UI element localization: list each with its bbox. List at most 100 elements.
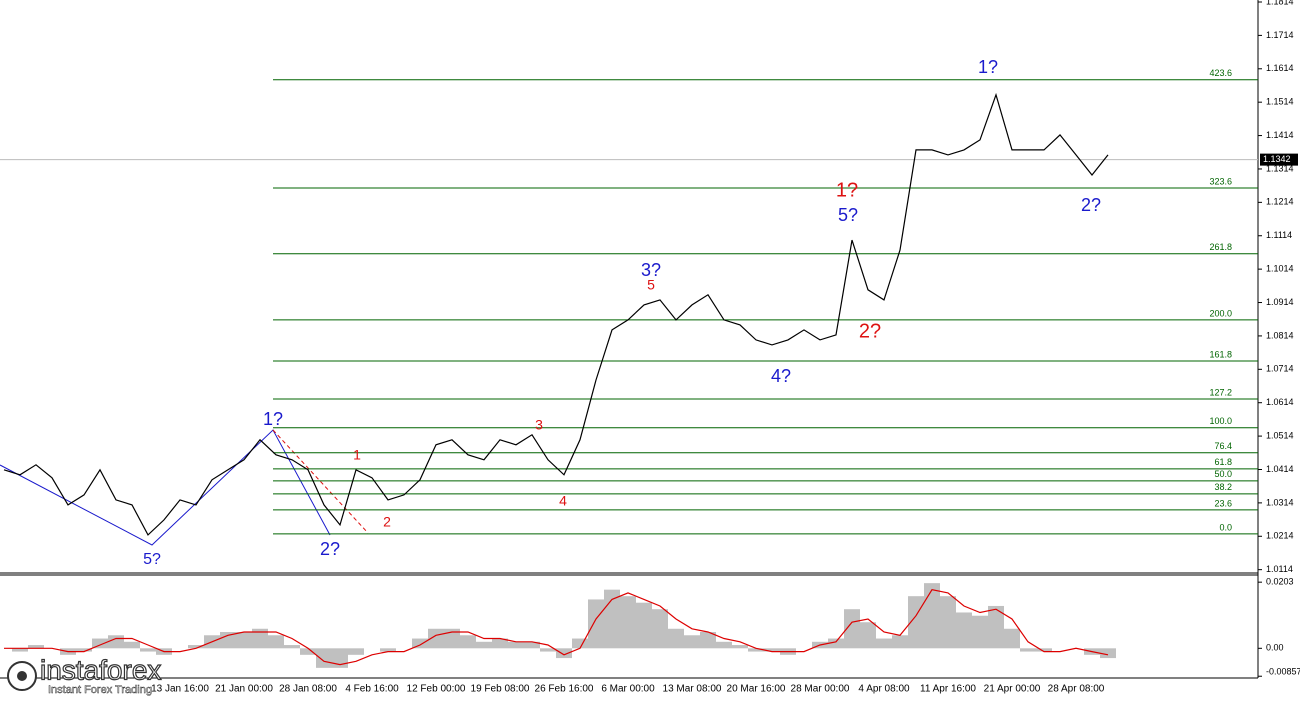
- indicator-y-tick-label: -0.00857: [1266, 666, 1300, 676]
- fib-label: 38.2: [1214, 482, 1232, 492]
- brand-logo: instaforex Instant Forex Trading: [7, 654, 162, 696]
- indicator-bar: [1020, 648, 1036, 652]
- fib-label: 161.8: [1209, 349, 1232, 359]
- indicator-bar: [668, 628, 684, 649]
- indicator-bar: [76, 648, 92, 652]
- indicator-bar: [124, 641, 140, 649]
- wave-label: 4: [559, 493, 567, 509]
- y-tick-label: 1.1714: [1266, 30, 1294, 40]
- indicator-bar: [972, 615, 988, 649]
- wave-label: 2?: [859, 320, 881, 342]
- indicator-bar: [636, 602, 652, 649]
- indicator-bar: [284, 645, 300, 649]
- indicator-bar: [764, 648, 780, 652]
- indicator-bar: [620, 596, 636, 649]
- x-tick-label: 28 Mar 00:00: [791, 684, 850, 695]
- indicator-bar: [220, 632, 236, 649]
- indicator-bar: [860, 622, 876, 649]
- y-tick-label: 1.1514: [1266, 97, 1294, 107]
- wave-label: 2: [383, 514, 391, 530]
- indicator-bar: [460, 635, 476, 649]
- fib-label: 50.0: [1214, 469, 1232, 479]
- indicator-bar: [348, 648, 364, 655]
- indicator-bar: [924, 583, 940, 649]
- y-tick-label: 1.1814: [1266, 0, 1294, 6]
- x-tick-label: 28 Jan 08:00: [279, 684, 337, 695]
- indicator-bar: [876, 638, 892, 649]
- indicator-bar: [188, 645, 204, 649]
- current-price-box: [1260, 153, 1298, 166]
- indicator-bar: [28, 645, 44, 649]
- indicator-bar: [988, 605, 1004, 649]
- wave-label: 5: [647, 277, 655, 293]
- y-tick-label: 1.1314: [1266, 163, 1294, 173]
- wave-label: 1?: [978, 57, 998, 77]
- indicator-bar: [588, 599, 604, 649]
- current-price-label: 1.1342: [1263, 154, 1291, 164]
- y-tick-label: 1.0814: [1266, 330, 1294, 340]
- y-tick-label: 1.0914: [1266, 297, 1294, 307]
- y-tick-label: 1.0314: [1266, 497, 1294, 507]
- signal-line: [4, 589, 1109, 666]
- x-tick-label: 21 Jan 00:00: [215, 684, 273, 695]
- price-line: [3, 92, 1109, 536]
- indicator-bar: [508, 641, 524, 649]
- indicator-bar: [252, 628, 268, 649]
- x-tick-label: 13 Jan 16:00: [151, 684, 209, 695]
- indicator-bar: [1036, 648, 1052, 652]
- wave-label: 4?: [771, 366, 791, 386]
- y-tick-label: 1.1614: [1266, 63, 1294, 73]
- wave-label: 1?: [263, 409, 283, 429]
- x-tick-label: 13 Mar 08:00: [663, 684, 722, 695]
- indicator-bar: [380, 648, 396, 652]
- y-tick-label: 1.1214: [1266, 197, 1294, 207]
- y-tick-label: 1.0514: [1266, 430, 1294, 440]
- wave-line: [272, 429, 369, 534]
- wave-label: 3?: [641, 260, 661, 280]
- indicator-bar: [1100, 648, 1116, 659]
- indicator-bar: [956, 612, 972, 649]
- indicator-bar: [412, 638, 428, 649]
- indicator-y-tick-label: 0.00: [1266, 643, 1284, 653]
- brand-tagline: Instant Forex Trading: [48, 684, 152, 696]
- y-tick-label: 1.0714: [1266, 364, 1294, 374]
- y-tick-label: 1.0414: [1266, 464, 1294, 474]
- indicator-bar: [748, 648, 764, 652]
- indicator-bar: [844, 609, 860, 649]
- wave-line: [0, 429, 331, 546]
- x-tick-label: 21 Apr 00:00: [984, 684, 1041, 695]
- y-tick-label: 1.0214: [1266, 531, 1294, 541]
- fib-label: 23.6: [1214, 498, 1232, 508]
- x-tick-label: 26 Feb 16:00: [535, 684, 594, 695]
- x-tick-label: 11 Apr 16:00: [920, 684, 976, 695]
- y-tick-label: 1.0614: [1266, 397, 1294, 407]
- fib-label: 200.0: [1209, 308, 1232, 318]
- wave-label: 5?: [143, 551, 161, 568]
- fib-label: 61.8: [1214, 457, 1232, 467]
- indicator-bar: [700, 632, 716, 649]
- y-tick-label: 1.0114: [1266, 564, 1293, 574]
- indicator-bar: [92, 638, 108, 649]
- y-tick-label: 1.1414: [1266, 130, 1294, 140]
- x-tick-label: 6 Mar 00:00: [601, 684, 655, 695]
- indicator-bar: [268, 635, 284, 649]
- indicator-bar: [300, 648, 316, 655]
- indicator-bar: [492, 638, 508, 649]
- x-tick-label: 12 Feb 00:00: [407, 684, 466, 695]
- wave-lines: [0, 429, 369, 546]
- y-tick-label: 1.1114: [1266, 230, 1292, 240]
- brand-name: instaforex: [40, 654, 161, 685]
- indicator-bar: [444, 628, 460, 649]
- x-tick-label: 4 Apr 08:00: [858, 684, 910, 695]
- indicator-bar: [716, 641, 732, 649]
- indicator-bar: [556, 648, 572, 659]
- indicator-y-tick-label: 0.0203: [1266, 577, 1294, 587]
- indicator-bar: [732, 645, 748, 649]
- indicator-bar: [828, 638, 844, 649]
- x-tick-label: 19 Feb 08:00: [471, 684, 530, 695]
- indicator-bar: [892, 635, 908, 649]
- indicator-bar: [236, 632, 252, 649]
- indicator-bar: [476, 641, 492, 649]
- fib-label: 100.0: [1209, 416, 1232, 426]
